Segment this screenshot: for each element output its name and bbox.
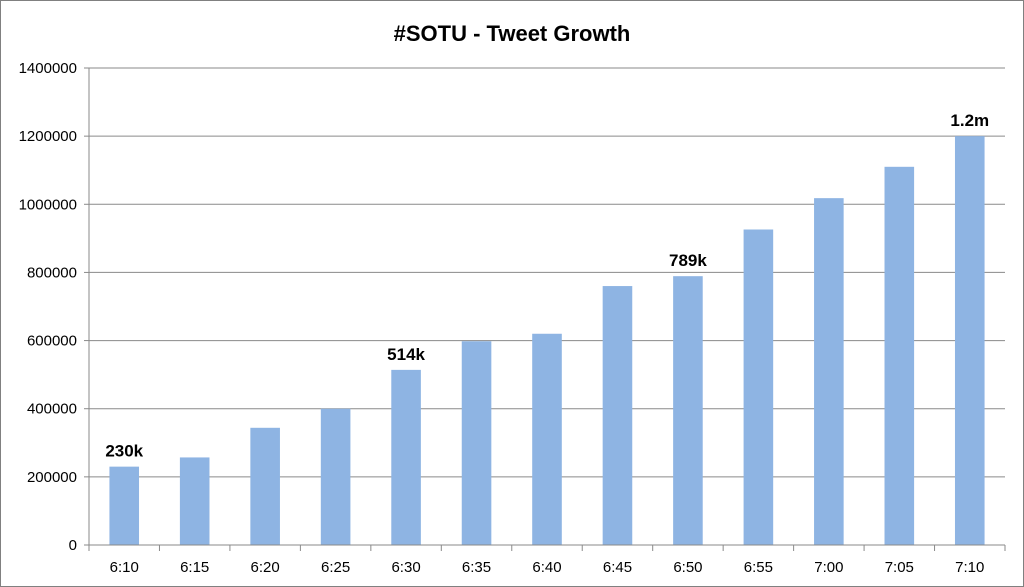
- data-label: 514k: [387, 345, 425, 364]
- y-tick-label: 1400000: [19, 60, 77, 77]
- data-label: 789k: [669, 251, 707, 270]
- data-label: 1.2m: [950, 111, 989, 130]
- y-tick-label: 1200000: [19, 128, 77, 145]
- x-tick-label: 7:10: [955, 559, 984, 576]
- x-tick-label: 6:40: [532, 559, 561, 576]
- x-tick-label: 6:10: [110, 559, 139, 576]
- y-tick-label: 800000: [27, 264, 77, 281]
- y-tick-label: 1000000: [19, 196, 77, 213]
- gridlines: [89, 67, 1005, 478]
- bar: [884, 166, 915, 546]
- x-axis: 6:10 6:15 6:20 6:25 6:30 6:35 6:40 6:45 6:50 6:55…: [88, 544, 1006, 576]
- bar: [391, 369, 421, 545]
- bars: [109, 136, 985, 546]
- bar: [743, 229, 774, 545]
- y-tick-label: 0: [69, 537, 77, 554]
- x-tick-label: 6:25: [321, 559, 350, 576]
- x-tick-label: 6:50: [673, 559, 702, 576]
- x-tick-label: 6:35: [462, 559, 491, 576]
- x-tick-label: 6:20: [251, 559, 280, 576]
- x-tick-label: 6:15: [180, 559, 209, 576]
- bar: [602, 286, 633, 545]
- x-tick-label: 6:45: [603, 559, 632, 576]
- bar: [461, 341, 492, 545]
- x-tick-label: 6:30: [391, 559, 420, 576]
- x-tick-label: 6:55: [744, 559, 773, 576]
- y-tick-label: 200000: [27, 469, 77, 486]
- data-labels: 230k 514k 789k 1.2m: [105, 111, 989, 460]
- x-tick-label: 7:00: [814, 559, 843, 576]
- bar: [673, 276, 703, 545]
- bar: [814, 198, 844, 545]
- bar: [532, 333, 562, 545]
- bar: [109, 466, 140, 545]
- y-axis: 0 200000 400000 600000 800000 1000000 1200000 1…: [19, 60, 90, 554]
- y-tick-label: 400000: [27, 401, 77, 418]
- bar: [320, 408, 351, 545]
- bar: [179, 457, 210, 545]
- bar: [954, 136, 985, 545]
- chart-title: #SOTU - Tweet Growth: [394, 21, 631, 46]
- x-tick-label: 7:05: [885, 559, 914, 576]
- y-tick-label: 600000: [27, 333, 77, 350]
- bar: [250, 427, 280, 545]
- data-label: 230k: [105, 442, 143, 461]
